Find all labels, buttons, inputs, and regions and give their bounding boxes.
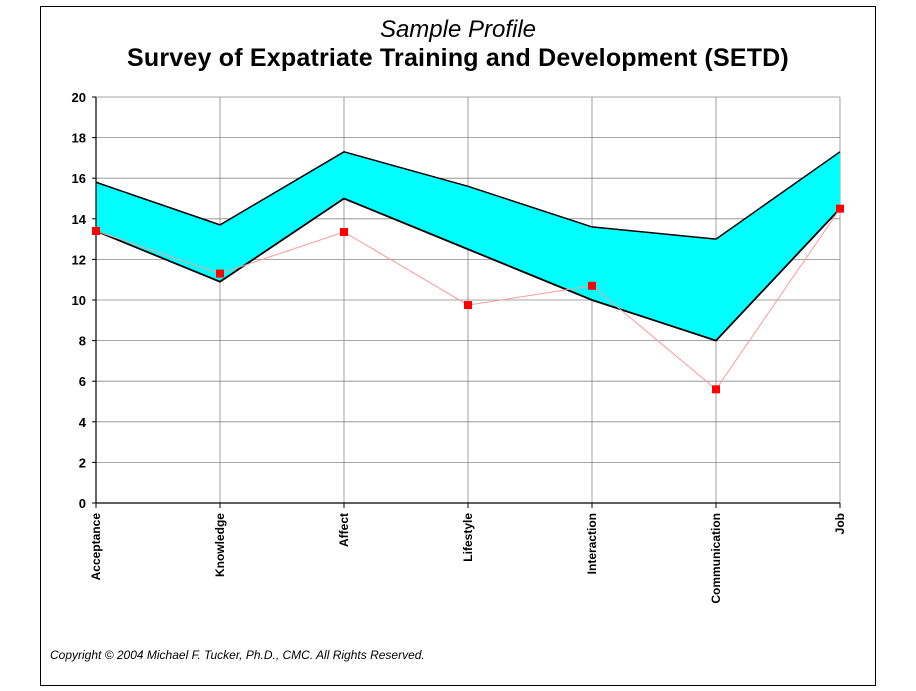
chart-title: Survey of Expatriate Training and Develo… [127, 44, 789, 72]
x-tick-label: Affect [337, 513, 351, 547]
y-tick-label: 8 [79, 334, 86, 349]
data-point [836, 204, 844, 213]
x-tick-label: Interaction [585, 513, 599, 574]
y-tick-label: 10 [72, 293, 86, 308]
y-tick-label: 20 [72, 90, 86, 105]
y-tick-label: 18 [72, 131, 86, 146]
range-band [96, 151, 840, 341]
y-tick-label: 0 [79, 496, 86, 511]
y-tick-label: 2 [79, 455, 86, 470]
y-tick-label: 4 [79, 415, 87, 430]
band-lower-line [95, 197, 841, 342]
y-tick-label: 6 [79, 374, 86, 389]
copyright-footer: Copyright © 2004 Michael F. Tucker, Ph.D… [50, 648, 425, 662]
y-tick-label: 16 [72, 171, 86, 186]
data-point [464, 301, 472, 310]
data-point [712, 385, 720, 394]
x-tick-label: Lifestyle [461, 513, 475, 562]
data-point [340, 227, 348, 236]
x-tick-label: Knowledge [213, 513, 227, 577]
x-tick-label: Job [833, 513, 847, 534]
band-upper-line [95, 151, 841, 240]
data-point [216, 269, 224, 278]
y-tick-label: 14 [72, 212, 87, 227]
data-point [92, 226, 100, 235]
data-point [588, 281, 596, 290]
y-tick-label: 12 [72, 252, 86, 267]
chart-frame [40, 6, 876, 686]
chart-subtitle: Sample Profile [379, 16, 537, 43]
x-tick-label: Acceptance [89, 513, 103, 581]
x-tick-label: Communication [709, 513, 723, 604]
